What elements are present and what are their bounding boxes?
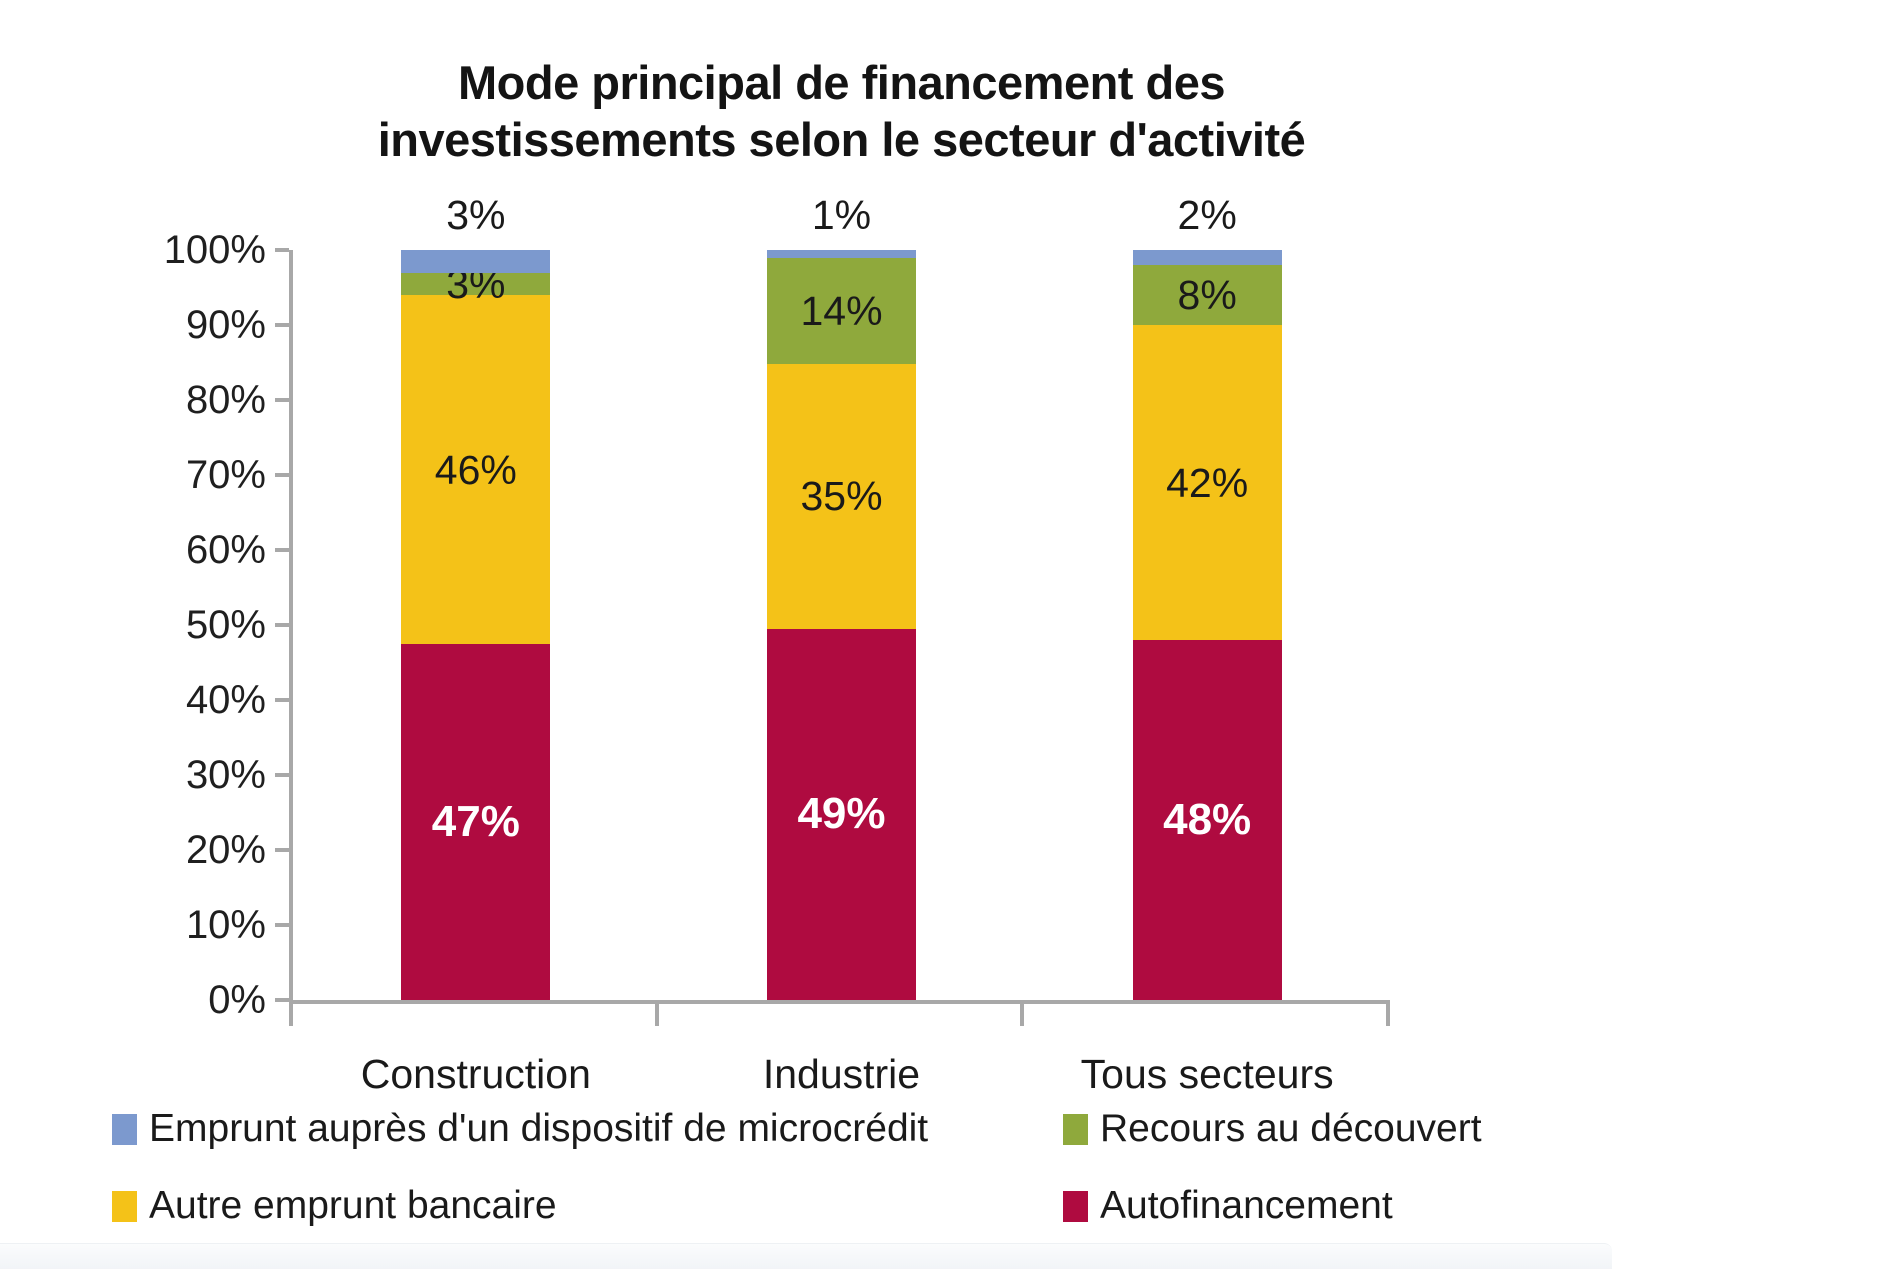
- x-axis-category-label: Tous secteurs: [1080, 1051, 1334, 1097]
- y-axis-tick-mark: [275, 773, 289, 777]
- y-axis-tick-label: 90%: [185, 303, 266, 347]
- bar-segment-autofinancement: [767, 628, 916, 1000]
- y-axis-tick-label: 60%: [185, 528, 266, 572]
- segment-value-label: 48%: [1163, 795, 1252, 844]
- y-axis-tick-mark: [275, 848, 289, 852]
- x-axis-tick-mark: [654, 1000, 659, 1026]
- legend-item: Recours au découvert: [1063, 1106, 1482, 1152]
- bar-segment-autofinancement: [401, 643, 551, 1000]
- segment-value-label: 42%: [1166, 459, 1249, 506]
- legend-item: Autre emprunt bancaire: [112, 1183, 557, 1229]
- plot-area: [289, 250, 1390, 1004]
- x-axis-tick-mark: [1020, 1000, 1025, 1026]
- y-axis-tick-label: 30%: [185, 753, 266, 797]
- y-axis-tick-mark: [275, 923, 289, 927]
- segment-value-label: 47%: [431, 796, 520, 846]
- y-axis-tick-mark: [275, 323, 289, 327]
- y-axis-tick-label: 20%: [185, 828, 266, 872]
- x-axis-category-label: Industrie: [762, 1051, 921, 1097]
- page-bottom-strip: [0, 1243, 1612, 1269]
- segment-value-label: 35%: [800, 473, 883, 520]
- bar-segment-emprunt-aupr-s-d-un-dispositif-de-microcr-dit: [1132, 250, 1282, 265]
- bar-segment-autre-emprunt-bancaire: [1132, 325, 1282, 640]
- legend-swatch: [1063, 1190, 1088, 1222]
- bar-top-value-label: 2%: [1177, 192, 1237, 238]
- bar-segment-emprunt-aupr-s-d-un-dispositif-de-microcr-dit: [767, 250, 916, 258]
- y-axis-tick-label: 50%: [185, 603, 266, 647]
- y-axis-tick-label: 70%: [185, 453, 266, 497]
- chart-title-line1: Mode principal de financement des: [458, 56, 1226, 109]
- bar-segment-autre-emprunt-bancaire: [767, 363, 916, 629]
- segment-value-label: 14%: [800, 287, 883, 334]
- legend-swatch: [1063, 1113, 1088, 1145]
- legend-label: Emprunt auprès d'un dispositif de microc…: [149, 1107, 929, 1150]
- y-axis-tick-label: 80%: [185, 378, 266, 422]
- segment-value-label: 46%: [434, 446, 517, 493]
- bar-top-value-label: 1%: [811, 192, 872, 238]
- segment-value-label: 49%: [797, 789, 886, 839]
- y-axis-tick-label: 10%: [185, 903, 266, 947]
- chart-title: Mode principal de financement des invest…: [0, 54, 1683, 168]
- y-axis-tick-mark: [275, 998, 289, 1002]
- y-axis-tick-label: 0%: [208, 978, 266, 1022]
- legend-label: Autre emprunt bancaire: [149, 1184, 557, 1227]
- bar-segment-autofinancement: [1132, 640, 1282, 1000]
- legend-swatch: [112, 1190, 137, 1222]
- y-axis-tick-mark: [275, 623, 289, 627]
- y-axis-tick-mark: [275, 248, 289, 252]
- legend-item: Emprunt auprès d'un dispositif de microc…: [112, 1106, 928, 1152]
- segment-value-label: 8%: [1177, 272, 1237, 318]
- y-axis-tick-label: 100%: [163, 228, 266, 272]
- legend-swatch: [112, 1113, 137, 1145]
- bar-top-value-label: 3%: [446, 192, 506, 238]
- y-axis-tick-mark: [275, 698, 289, 702]
- bar-segment-autre-emprunt-bancaire: [401, 295, 551, 644]
- bar-segment-recours-au-d-couvert: [401, 272, 551, 296]
- bar-segment-recours-au-d-couvert: [1132, 265, 1282, 325]
- x-axis-tick-mark: [289, 1000, 293, 1026]
- legend-label: Autofinancement: [1100, 1184, 1393, 1227]
- legend-label: Recours au découvert: [1100, 1107, 1482, 1150]
- bar-segment-recours-au-d-couvert: [767, 257, 916, 364]
- y-axis-tick-mark: [275, 398, 289, 402]
- x-axis-category-label: Construction: [360, 1051, 591, 1097]
- legend-item: Autofinancement: [1063, 1183, 1393, 1229]
- y-axis-tick-label: 40%: [185, 678, 266, 722]
- bar-segment-emprunt-aupr-s-d-un-dispositif-de-microcr-dit: [401, 250, 551, 273]
- x-axis-tick-mark: [1386, 1000, 1390, 1026]
- y-axis-tick-mark: [275, 473, 289, 477]
- chart-title-line2: investissements selon le secteur d'activ…: [377, 113, 1306, 166]
- y-axis-tick-mark: [275, 548, 289, 552]
